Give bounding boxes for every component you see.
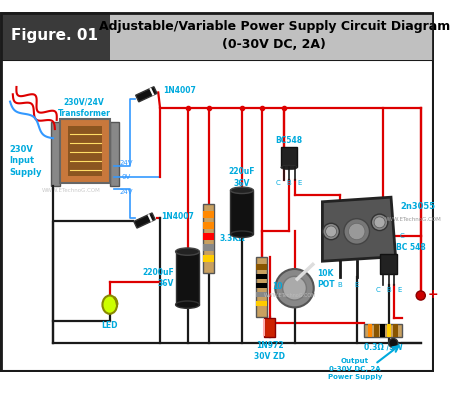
Ellipse shape — [230, 187, 254, 193]
Text: +: + — [428, 288, 438, 301]
Text: Figure. 01: Figure. 01 — [11, 28, 99, 43]
Text: 230V/24V
Transformer: 230V/24V Transformer — [58, 98, 110, 118]
Ellipse shape — [175, 248, 200, 255]
Text: WWW.ETechnoG.COM: WWW.ETechnoG.COM — [42, 188, 100, 193]
Text: 2n3055: 2n3055 — [401, 202, 436, 211]
Ellipse shape — [175, 301, 200, 309]
Text: B: B — [287, 180, 292, 186]
Bar — [387, 324, 392, 337]
Text: 220uF
36V: 220uF 36V — [228, 167, 255, 188]
Bar — [203, 233, 214, 240]
Circle shape — [323, 223, 339, 240]
Ellipse shape — [275, 269, 314, 307]
Text: 2200uF
36V: 2200uF 36V — [142, 268, 174, 288]
Bar — [364, 324, 402, 337]
Text: WWW.ETechnoG.COM: WWW.ETechnoG.COM — [264, 293, 316, 298]
Polygon shape — [322, 197, 396, 261]
Ellipse shape — [102, 296, 117, 314]
Bar — [368, 324, 372, 337]
Bar — [110, 12, 434, 59]
Circle shape — [374, 217, 385, 228]
Bar — [0, 12, 110, 59]
Text: 24V: 24V — [119, 189, 133, 195]
Bar — [381, 324, 385, 337]
Bar — [203, 204, 214, 273]
Bar — [256, 257, 267, 316]
Bar — [203, 244, 214, 251]
Ellipse shape — [281, 165, 297, 170]
Bar — [374, 324, 379, 337]
Bar — [281, 147, 297, 167]
Circle shape — [326, 226, 337, 237]
Polygon shape — [134, 213, 155, 228]
Bar — [256, 264, 267, 270]
Text: 1N972
30V ZD: 1N972 30V ZD — [255, 341, 285, 361]
Bar — [1, 59, 433, 372]
Bar — [256, 273, 267, 279]
Text: 10K
POT: 10K POT — [318, 269, 335, 289]
Text: B: B — [338, 282, 343, 288]
Text: LED: LED — [101, 321, 118, 330]
Polygon shape — [51, 122, 60, 186]
Text: -: - — [399, 336, 404, 349]
Text: E: E — [355, 282, 359, 288]
Text: 1N4007: 1N4007 — [163, 85, 196, 95]
Text: BC 548: BC 548 — [396, 243, 426, 251]
Text: BC548: BC548 — [275, 136, 302, 145]
Circle shape — [344, 219, 370, 244]
Text: WWW.ETechnoG.COM: WWW.ETechnoG.COM — [383, 217, 441, 222]
Text: 230V
Input
Supply: 230V Input Supply — [9, 145, 42, 177]
Text: (0-30V DC, 2A): (0-30V DC, 2A) — [222, 38, 326, 51]
Bar — [203, 222, 214, 229]
Ellipse shape — [283, 276, 306, 300]
Ellipse shape — [230, 231, 254, 238]
Bar — [381, 255, 397, 275]
Text: E: E — [398, 287, 402, 293]
Bar — [175, 252, 200, 305]
Polygon shape — [60, 119, 110, 183]
Text: 0.3Ω /5W: 0.3Ω /5W — [364, 342, 402, 351]
Text: C: C — [276, 180, 281, 186]
Bar — [256, 292, 267, 297]
Text: Adjustable/Variable Power Supply Circuit Diagram: Adjustable/Variable Power Supply Circuit… — [99, 20, 450, 33]
Text: Output
0-30V DC, 2A
Power Supply: Output 0-30V DC, 2A Power Supply — [328, 358, 382, 380]
Text: B: B — [386, 287, 391, 293]
Bar — [256, 301, 267, 307]
Circle shape — [348, 223, 365, 240]
Text: C: C — [399, 233, 404, 239]
Bar — [203, 255, 214, 262]
Text: 3.3KΩ: 3.3KΩ — [219, 234, 245, 243]
Circle shape — [416, 291, 425, 300]
Bar — [230, 190, 254, 234]
Bar — [256, 283, 267, 288]
Text: 24V: 24V — [119, 160, 133, 166]
Polygon shape — [136, 87, 157, 102]
Polygon shape — [110, 122, 119, 186]
Bar — [393, 324, 398, 337]
Text: 1N4007: 1N4007 — [161, 212, 194, 221]
Circle shape — [371, 214, 388, 230]
Circle shape — [389, 338, 398, 348]
Bar — [203, 211, 214, 218]
Text: 100Ω: 100Ω — [273, 282, 295, 291]
Bar — [264, 318, 275, 337]
Text: 0V: 0V — [122, 174, 131, 180]
Polygon shape — [68, 126, 102, 176]
Text: C: C — [375, 287, 380, 293]
Text: E: E — [298, 180, 302, 186]
